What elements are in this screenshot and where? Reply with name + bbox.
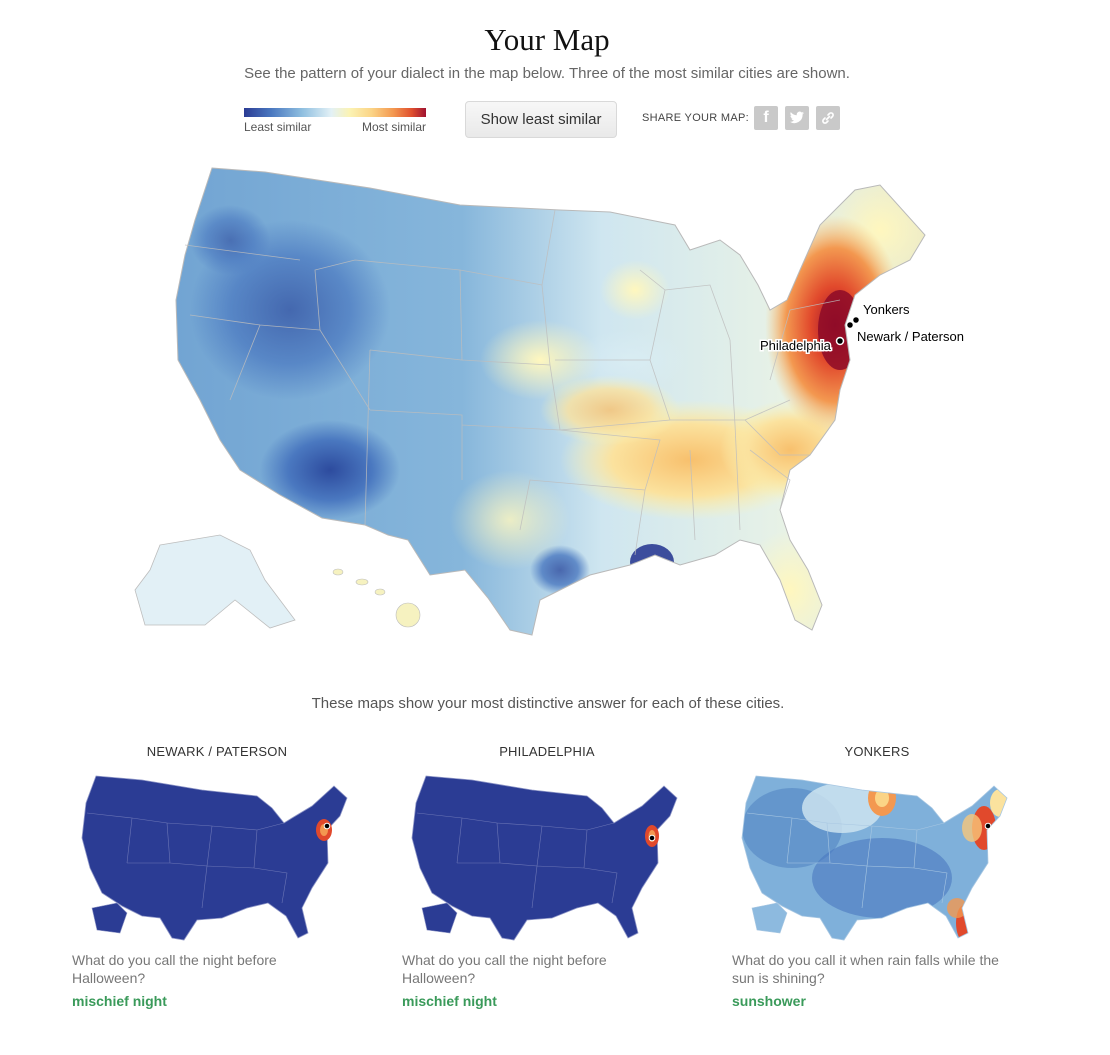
small-map-answer: mischief night <box>402 993 497 1009</box>
dialect-similarity-map: Yonkers Newark / Paterson Philadelphia <box>134 167 965 636</box>
small-map-card-yonkers: YONKERS <box>732 744 1022 1009</box>
small-map-question: What do you call the night before Hallow… <box>72 952 277 986</box>
facebook-icon[interactable]: f <box>754 106 778 130</box>
small-map-answer: mischief night <box>72 993 167 1009</box>
small-map-yonkers <box>741 775 1008 941</box>
share-label: SHARE YOUR MAP: <box>642 112 749 124</box>
city-label-philadelphia: Philadelphia <box>760 338 832 353</box>
city-label-yonkers: Yonkers <box>863 302 910 317</box>
legend-gradient-bar <box>244 108 426 117</box>
small-maps-caption: These maps show your most distinctive an… <box>311 695 785 712</box>
city-marker-philadelphia[interactable]: Philadelphia <box>759 337 845 355</box>
legend-least-label: Least similar <box>244 120 312 134</box>
small-map-newark <box>81 775 348 941</box>
small-map-card-philadelphia: PHILADELPHIA What do you call the night … <box>402 744 692 1009</box>
city-marker-newark-paterson[interactable]: Newark / Paterson <box>845 320 965 346</box>
city-label-newark-paterson: Newark / Paterson <box>857 329 964 344</box>
page-subtitle: See the pattern of your dialect in the m… <box>244 65 850 82</box>
twitter-icon[interactable] <box>785 106 809 130</box>
us-outline <box>175 167 926 636</box>
small-map-philadelphia <box>411 775 678 941</box>
color-legend: Least similar Most similar <box>244 108 426 134</box>
small-map-title: NEWARK / PATERSON <box>146 744 288 759</box>
small-map-title: YONKERS <box>844 744 910 759</box>
legend-most-label: Most similar <box>361 120 426 134</box>
link-icon[interactable] <box>816 106 840 130</box>
state-borders <box>184 209 841 556</box>
small-map-card-newark: NEWARK / PATERSON What do you call the n… <box>72 744 362 1009</box>
small-map-title: PHILADELPHIA <box>499 744 595 759</box>
hawaii-inset <box>332 568 421 628</box>
small-map-answer: sunshower <box>732 993 806 1009</box>
page-title: Your Map <box>484 22 610 57</box>
small-map-question: What do you call the night before Hallow… <box>402 952 607 986</box>
small-map-question: What do you call it when rain falls whil… <box>732 952 999 986</box>
show-least-similar-button[interactable]: Show least similar <box>465 101 617 138</box>
city-marker-yonkers[interactable]: Yonkers <box>851 301 911 325</box>
alaska-inset <box>134 534 296 629</box>
